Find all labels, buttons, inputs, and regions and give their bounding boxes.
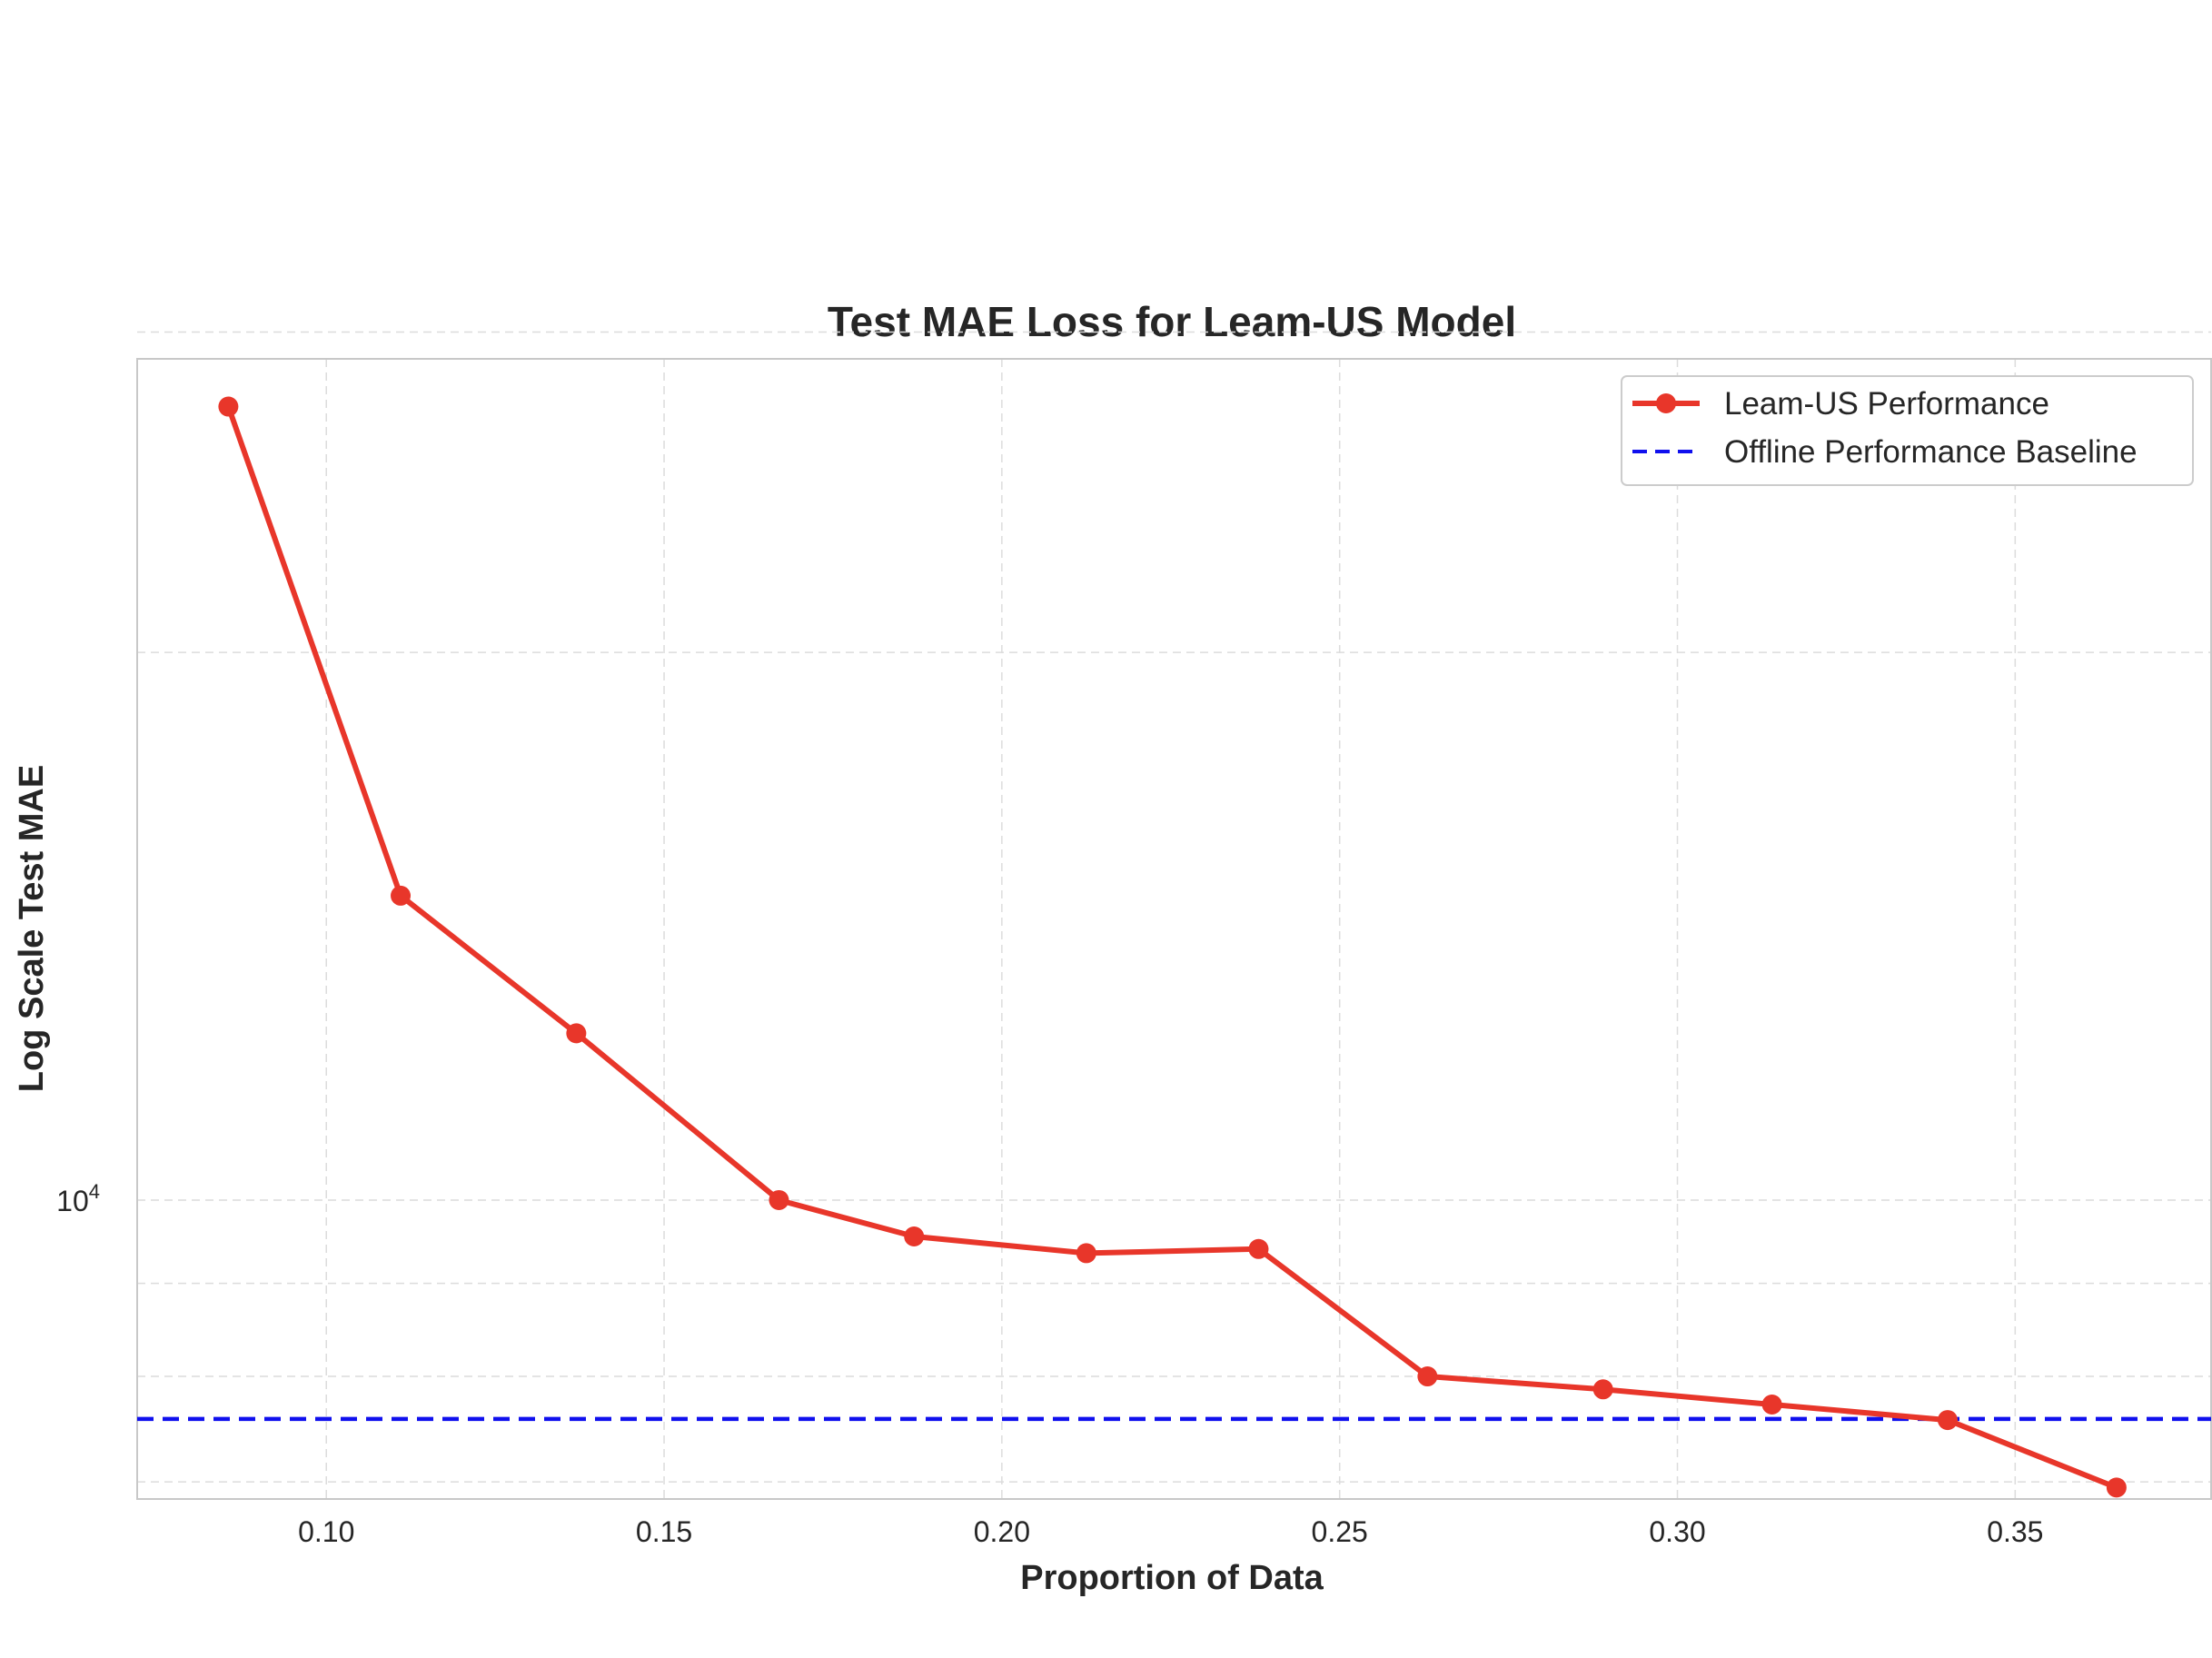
y-tick-base: 10	[56, 1185, 89, 1217]
x-axis-label: Proportion of Data	[1020, 1559, 1324, 1597]
legend-label-performance: Leam-US Performance	[1724, 386, 2049, 422]
legend: Leam-US Performance Offline Performance …	[1621, 375, 2194, 486]
data-point	[904, 1226, 925, 1247]
x-tick-labels: 0.10 0.15 0.20 0.25 0.30 0.35	[298, 1515, 2043, 1548]
performance-series	[218, 396, 2127, 1498]
y-axis-label: Log Scale Test MAE	[13, 765, 51, 1092]
x-tick-label: 0.20	[974, 1515, 1030, 1548]
performance-line	[225, 403, 2119, 1491]
grid-lines	[137, 331, 2211, 1499]
x-tick-label: 0.30	[1649, 1515, 1705, 1548]
data-point	[1248, 1238, 1269, 1259]
data-point	[218, 396, 239, 417]
data-point	[1076, 1243, 1096, 1264]
y-tick-label-major: 104	[56, 1180, 100, 1217]
data-point	[2106, 1477, 2127, 1498]
legend-marker-performance	[1656, 393, 1676, 413]
plot-frame	[136, 358, 2212, 1500]
data-point	[1592, 1379, 1613, 1400]
data-point	[1761, 1395, 1782, 1415]
data-point	[1937, 1410, 1958, 1431]
chart-title: Test MAE Loss for Leam-US Model	[828, 298, 1516, 345]
y-tick-labels: 104	[56, 1180, 100, 1217]
y-tick-exponent: 4	[89, 1180, 100, 1203]
legend-label-baseline: Offline Performance Baseline	[1724, 434, 2138, 470]
data-point	[566, 1023, 587, 1044]
data-point	[391, 885, 412, 906]
x-tick-label: 0.10	[298, 1515, 354, 1548]
legend-box	[1621, 375, 2194, 486]
x-tick-label: 0.25	[1312, 1515, 1368, 1548]
x-tick-label: 0.35	[1987, 1515, 2043, 1548]
data-point	[1417, 1366, 1438, 1387]
x-tick-label: 0.15	[636, 1515, 692, 1548]
data-point	[769, 1189, 789, 1210]
